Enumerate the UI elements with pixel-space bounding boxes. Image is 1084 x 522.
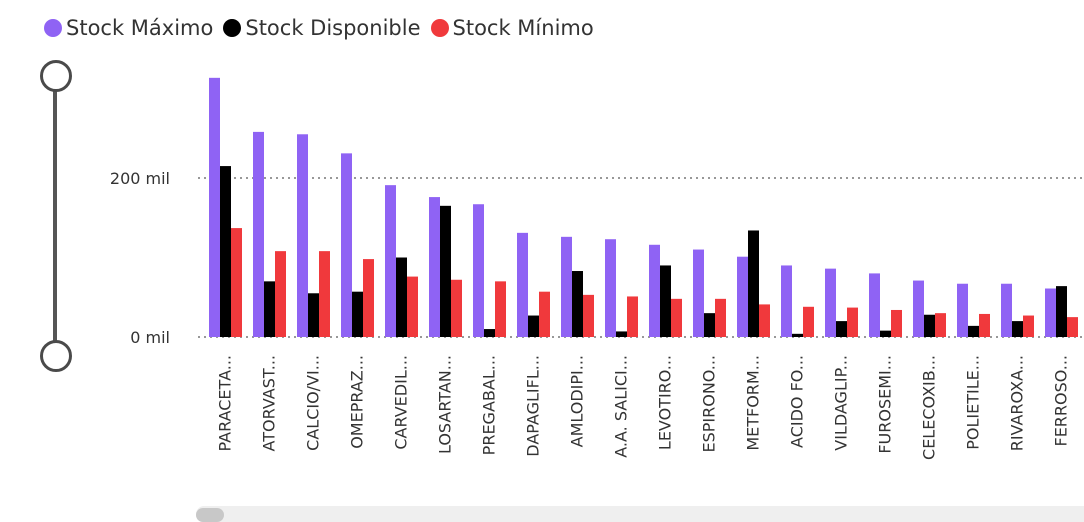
bar (935, 313, 946, 337)
bar (319, 251, 330, 337)
x-tick-label: FUROSEMI... (876, 355, 895, 454)
bar (869, 273, 880, 337)
bar (297, 134, 308, 337)
bar (913, 280, 924, 337)
bar (264, 281, 275, 337)
bar (803, 306, 814, 337)
bar (891, 309, 902, 337)
bar (968, 325, 979, 337)
x-tick-label: CALCIO/VI... (304, 355, 323, 451)
bar (748, 230, 759, 337)
bar (363, 259, 374, 337)
bar (429, 197, 440, 337)
bar (495, 281, 506, 337)
bar (539, 291, 550, 337)
x-tick-label: DAPAGLIFL... (524, 355, 543, 457)
x-tick-label: OMEPRAZ... (348, 355, 367, 449)
bar (341, 153, 352, 337)
bar (209, 77, 220, 337)
bar (385, 185, 396, 337)
bar (583, 294, 594, 337)
x-tick-label: RIVAROXA... (1008, 355, 1027, 451)
bar (352, 291, 363, 337)
bar (847, 307, 858, 337)
bar (1045, 288, 1056, 337)
bar (605, 239, 616, 337)
bar (979, 313, 990, 337)
bar (473, 204, 484, 337)
legend-item-stock-disponible[interactable]: Stock Disponible (223, 16, 421, 40)
bar (528, 315, 539, 337)
legend-dot-icon (223, 19, 242, 37)
bar (220, 166, 231, 337)
bar (825, 268, 836, 337)
bar (715, 298, 726, 337)
bar (792, 333, 803, 337)
x-tick-label: PREGABAL... (480, 355, 499, 455)
bar (275, 251, 286, 337)
bar (693, 249, 704, 337)
bar (836, 321, 847, 337)
bar (253, 131, 264, 337)
bar (1067, 317, 1078, 337)
bar (451, 279, 462, 337)
bar (616, 331, 627, 337)
legend-dot-icon (44, 19, 62, 37)
bar (660, 265, 671, 337)
scrollbar-thumb[interactable] (196, 508, 224, 522)
x-tick-label: FERROSO... (1052, 355, 1071, 447)
bar (1012, 321, 1023, 337)
bar (1023, 315, 1034, 337)
x-tick-label: AMLODIPI... (568, 355, 587, 447)
bar (231, 228, 242, 337)
bar (880, 330, 891, 337)
bar (737, 256, 748, 337)
legend-item-stock-minimo[interactable]: Stock Mínimo (430, 16, 594, 40)
bar (1056, 286, 1067, 337)
x-tick-label: ACIDO FO... (788, 355, 807, 448)
x-tick-label: PARACETA... (216, 355, 235, 451)
legend-label: Stock Máximo (66, 16, 214, 40)
slider-handle-bottom[interactable] (40, 340, 72, 372)
y-tick-label: 200 mil (110, 169, 170, 188)
bar (704, 313, 715, 337)
x-tick-label: CARVEDIL... (392, 355, 411, 450)
bar (308, 293, 319, 337)
bar (1001, 283, 1012, 337)
x-tick-label: POLIETILE... (964, 355, 983, 450)
x-tick-label: CELECOXIB... (920, 355, 939, 460)
bar (484, 329, 495, 337)
legend-dot-icon (430, 19, 449, 37)
bar (572, 271, 583, 337)
bar (561, 236, 572, 337)
bar (396, 257, 407, 337)
slider-track[interactable] (53, 78, 57, 354)
x-tick-label: VILDAGLIP... (832, 355, 851, 451)
y-axis-zoom-slider[interactable] (38, 60, 72, 372)
bar (407, 276, 418, 337)
x-tick-label: METFORM... (744, 355, 763, 451)
y-tick-label: 0 mil (130, 328, 170, 347)
legend-label: Stock Mínimo (452, 16, 594, 40)
chart-legend: Stock Máximo Stock Disponible Stock Míni… (44, 16, 604, 40)
slider-handle-top[interactable] (40, 60, 72, 92)
bar (671, 298, 682, 337)
bar (759, 304, 770, 337)
x-tick-label: ATORVAST... (260, 355, 279, 451)
bar (781, 265, 792, 337)
legend-label: Stock Disponible (245, 16, 421, 40)
bar (924, 314, 935, 337)
x-tick-label: LOSARTAN... (436, 355, 455, 454)
bar (517, 232, 528, 337)
horizontal-scrollbar[interactable] (196, 506, 1084, 522)
bar (627, 296, 638, 337)
x-tick-label: ESPIRONO... (700, 355, 719, 453)
legend-item-stock-maximo[interactable]: Stock Máximo (44, 16, 213, 40)
x-tick-label: LEVOTIRO... (656, 355, 675, 450)
bar (649, 244, 660, 337)
bar (957, 283, 968, 337)
bar (440, 205, 451, 337)
x-tick-label: A.A. SALICI... (612, 355, 631, 458)
